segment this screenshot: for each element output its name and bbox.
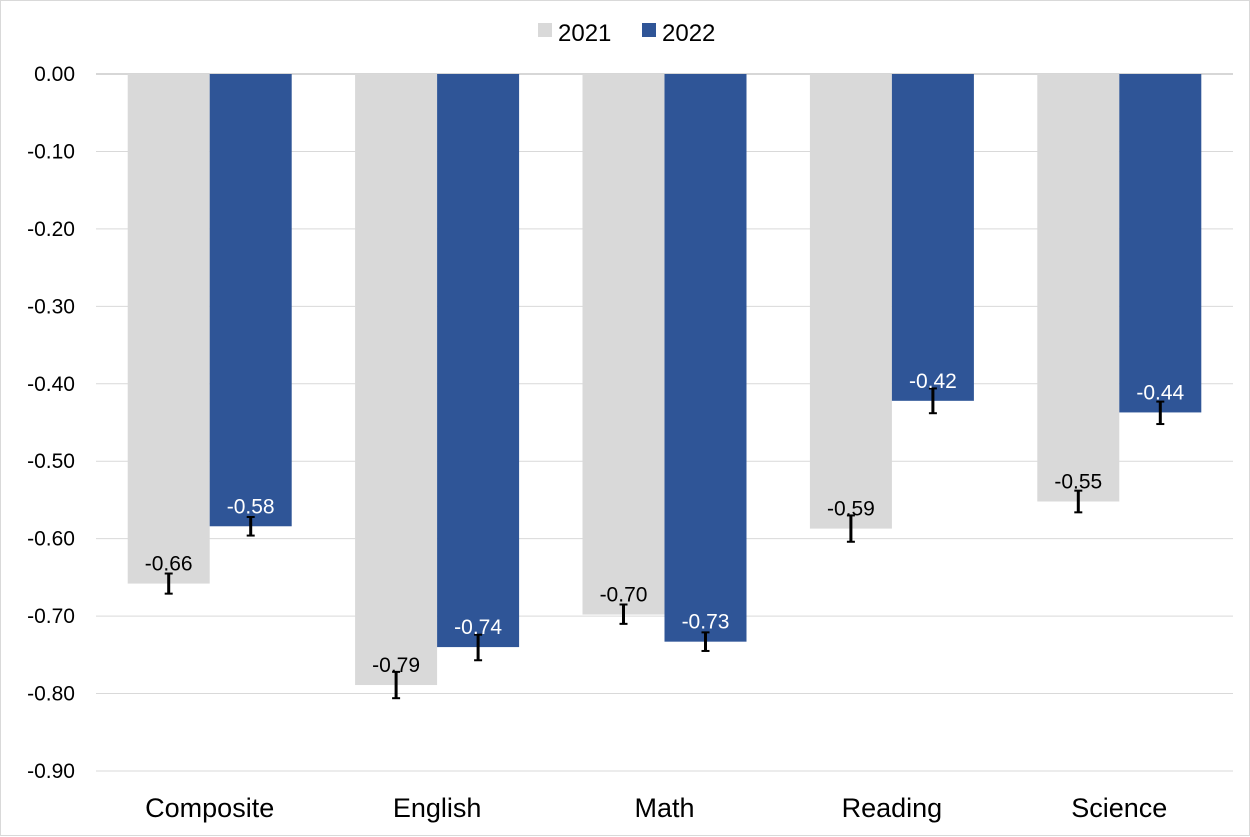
legend-swatch-2021 (538, 23, 552, 37)
data-label: -0.55 (1054, 470, 1102, 493)
x-tick-label: Math (634, 793, 694, 823)
y-tick-label: 0.00 (34, 63, 75, 86)
data-label: -0.79 (372, 654, 420, 677)
data-label: -0.42 (909, 370, 957, 393)
y-tick-label: -0.30 (27, 295, 75, 318)
bar-2022-reading (891, 74, 974, 401)
y-tick-label: -0.40 (27, 373, 75, 396)
data-label: -0.66 (145, 553, 193, 576)
bar-2021-reading (809, 74, 892, 529)
legend-entry: 2022 (662, 20, 715, 47)
bar-2022-math (664, 74, 747, 642)
bar-2022-science (1119, 74, 1202, 413)
x-tick-label: Composite (145, 793, 274, 823)
bar-2021-composite (127, 74, 210, 584)
y-tick-label: -0.90 (27, 760, 75, 783)
data-label: -0.44 (1136, 381, 1184, 404)
y-tick-label: -0.70 (27, 605, 75, 628)
y-tick-label: -0.50 (27, 450, 75, 473)
x-tick-label: Science (1071, 793, 1167, 823)
legend-swatch-2022 (642, 23, 656, 37)
y-tick-label: -0.80 (27, 683, 75, 706)
legend-entry: 2021 (558, 20, 611, 47)
bar-2021-english (355, 74, 438, 686)
y-tick-label: -0.10 (27, 140, 75, 163)
y-tick-label: -0.60 (27, 528, 75, 551)
bar-2022-english (437, 74, 520, 648)
data-label: -0.74 (454, 616, 502, 639)
data-label: -0.58 (227, 495, 275, 518)
data-label: -0.70 (600, 584, 648, 607)
x-tick-label: English (393, 793, 482, 823)
bar-2021-science (1037, 74, 1120, 502)
bar-2021-math (582, 74, 665, 615)
data-label: -0.73 (682, 611, 730, 634)
bar-2022-composite (209, 74, 292, 527)
data-label: -0.59 (827, 498, 875, 521)
x-tick-label: Reading (842, 793, 943, 823)
y-tick-label: -0.20 (27, 218, 75, 241)
